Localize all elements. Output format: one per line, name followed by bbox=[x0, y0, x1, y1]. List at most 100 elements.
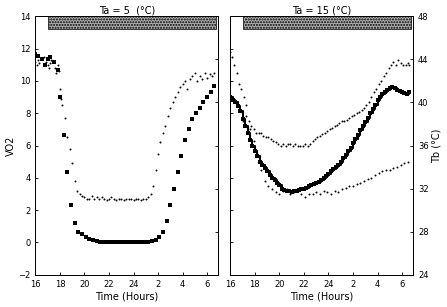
Point bbox=[38, 57, 45, 62]
Point bbox=[335, 162, 342, 167]
Point bbox=[167, 202, 174, 207]
Y-axis label: Tb (°C): Tb (°C) bbox=[431, 128, 442, 163]
Point bbox=[315, 180, 322, 185]
Point bbox=[337, 159, 344, 164]
Point bbox=[276, 183, 283, 188]
Point bbox=[260, 134, 267, 138]
Point bbox=[360, 179, 367, 184]
Point bbox=[101, 196, 108, 201]
Point bbox=[228, 54, 235, 59]
X-axis label: Time (Hours): Time (Hours) bbox=[95, 291, 158, 301]
Point bbox=[145, 195, 152, 200]
Point bbox=[341, 119, 348, 124]
Point bbox=[86, 196, 93, 201]
Point bbox=[302, 142, 309, 146]
Point bbox=[289, 143, 296, 148]
Point bbox=[256, 159, 263, 164]
Point bbox=[227, 95, 234, 99]
Point bbox=[155, 151, 162, 156]
Point bbox=[127, 196, 135, 201]
Point bbox=[169, 99, 176, 104]
Point bbox=[34, 57, 42, 62]
Point bbox=[71, 179, 78, 184]
Point bbox=[376, 95, 384, 99]
Point bbox=[177, 85, 184, 90]
Point bbox=[350, 141, 357, 146]
Point bbox=[291, 188, 298, 193]
Point bbox=[74, 188, 81, 193]
Point bbox=[283, 187, 291, 192]
Point bbox=[54, 62, 61, 67]
Point bbox=[60, 132, 67, 137]
Point bbox=[310, 182, 317, 187]
Point bbox=[203, 75, 211, 80]
Point bbox=[257, 130, 265, 135]
Point bbox=[386, 167, 393, 172]
Point bbox=[34, 54, 42, 59]
Point bbox=[279, 142, 287, 146]
Point bbox=[142, 196, 149, 201]
Point bbox=[380, 74, 387, 79]
Point bbox=[110, 196, 118, 201]
Point bbox=[112, 240, 119, 245]
Point bbox=[71, 221, 78, 226]
Point bbox=[338, 187, 346, 192]
Point bbox=[365, 99, 372, 104]
Point bbox=[298, 192, 305, 196]
Point bbox=[211, 84, 218, 89]
Point bbox=[248, 124, 255, 129]
Point bbox=[239, 119, 246, 124]
Point bbox=[66, 146, 73, 151]
Point bbox=[346, 116, 353, 121]
Point bbox=[345, 149, 352, 154]
Point bbox=[93, 195, 100, 200]
Point bbox=[253, 130, 260, 135]
Point bbox=[316, 192, 324, 196]
Point bbox=[381, 89, 388, 94]
Title: Ta = 5  (°C): Ta = 5 (°C) bbox=[99, 6, 155, 16]
Point bbox=[32, 52, 39, 56]
Point bbox=[320, 175, 327, 180]
Point bbox=[401, 90, 408, 95]
Point bbox=[79, 231, 86, 236]
Point bbox=[346, 184, 353, 188]
Point bbox=[287, 192, 294, 196]
Point bbox=[201, 70, 208, 75]
Point bbox=[319, 132, 326, 137]
Point bbox=[42, 62, 49, 67]
Point bbox=[267, 137, 274, 142]
Point bbox=[254, 154, 261, 159]
Point bbox=[243, 114, 250, 119]
Point bbox=[250, 127, 257, 132]
Point bbox=[125, 196, 132, 201]
Point bbox=[392, 62, 400, 67]
Point bbox=[238, 87, 245, 91]
Point bbox=[231, 62, 238, 67]
Point bbox=[292, 142, 299, 146]
Point bbox=[264, 169, 271, 174]
Point bbox=[113, 198, 120, 203]
Point bbox=[303, 185, 310, 190]
Point bbox=[48, 57, 55, 62]
Point bbox=[33, 62, 40, 67]
Point bbox=[44, 57, 51, 62]
Point bbox=[115, 240, 122, 245]
Point bbox=[378, 79, 385, 84]
Point bbox=[245, 119, 253, 124]
Point bbox=[135, 196, 142, 201]
Point bbox=[229, 98, 236, 103]
Point bbox=[373, 87, 380, 91]
Point bbox=[140, 196, 147, 201]
Point bbox=[118, 196, 125, 201]
Point bbox=[271, 177, 278, 182]
Point bbox=[343, 117, 350, 122]
Point bbox=[375, 82, 382, 87]
Point bbox=[233, 70, 240, 75]
Point bbox=[241, 124, 249, 129]
Point bbox=[309, 192, 316, 196]
Point bbox=[360, 106, 367, 111]
Point bbox=[120, 198, 127, 203]
Point bbox=[130, 198, 137, 203]
Point bbox=[265, 135, 272, 140]
Point bbox=[101, 240, 108, 245]
